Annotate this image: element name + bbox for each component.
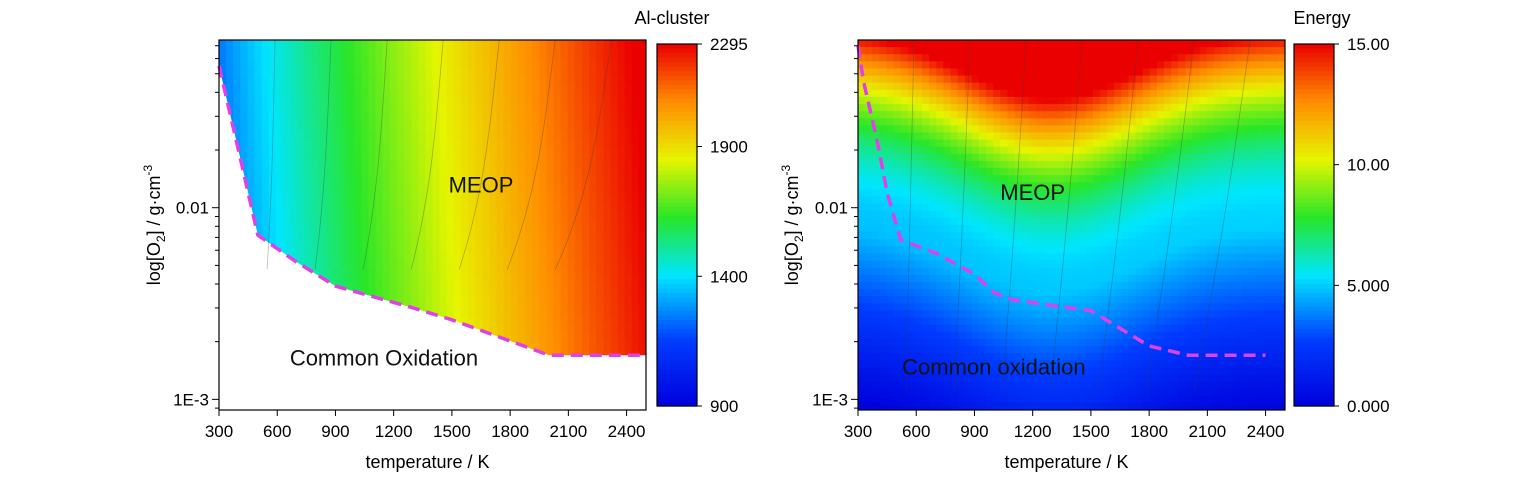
colorbar-title: Al-cluster: [634, 8, 709, 28]
x-tick-label: 1800: [491, 422, 529, 441]
colorbar-tick-label: 900: [710, 397, 738, 416]
colorbar-tick-label: 0.000: [1347, 397, 1390, 416]
chart-panel-2: 300 600 900 1200 1500 1800 2100 2400 0.01 1E-3 tem…: [779, 8, 1390, 472]
region-label-meop: MEOP: [1000, 180, 1065, 205]
colorbar-tick-label: 2295: [710, 35, 748, 54]
x-tick-label: 2100: [549, 422, 587, 441]
plot-frame: [857, 39, 1286, 411]
x-tick-label: 300: [844, 422, 872, 441]
y-tick-label: 0.01: [815, 199, 848, 218]
contour-lines: [905, 40, 1251, 392]
x-tick-label: 1800: [1130, 422, 1168, 441]
x-tick-label: 900: [960, 422, 988, 441]
colorbar-tick-label: 5.000: [1347, 276, 1390, 295]
x-tick-label: 2400: [608, 422, 646, 441]
y-axis-label: log[O2] / g·cm-3: [141, 164, 168, 285]
y-tick-label: 1E-3: [812, 390, 848, 409]
x-tick-label: 2100: [1188, 422, 1226, 441]
colorbar-tick-label: 10.00: [1347, 156, 1390, 175]
heatmap-field: [858, 40, 1285, 410]
y-tick-label: 1E-3: [173, 390, 209, 409]
x-tick-label: 2400: [1247, 422, 1285, 441]
x-axis-label: temperature / K: [1004, 452, 1128, 472]
x-tick-label: 1500: [1072, 422, 1110, 441]
chart-panel-1: 300 600 900 1200 1500 1800 2100 2400 0.01 1E-3 tem…: [141, 8, 748, 472]
y-axis-label: log[O2] / g·cm-3: [779, 164, 806, 285]
colorbar-tick-label: 1400: [710, 267, 748, 286]
x-tick-label: 600: [263, 422, 291, 441]
x-tick-label: 900: [321, 422, 349, 441]
no-data-area: [219, 40, 646, 410]
region-label-common-oxidation: Common oxidation: [902, 354, 1085, 379]
colorbar-title: Energy: [1293, 8, 1350, 28]
region-label-common-oxidation: Common Oxidation: [290, 346, 478, 371]
x-tick-label: 300: [205, 422, 233, 441]
region-label-meop: MEOP: [449, 173, 514, 198]
plot-frame: [218, 39, 647, 411]
colorbar: Energy 15.00 10.00 5.000 0.000: [1293, 8, 1390, 416]
x-tick-label: 1500: [433, 422, 471, 441]
contour-lines: [266, 40, 612, 270]
y-tick-label: 0.01: [176, 199, 209, 218]
meop-boundary-line: [856, 45, 1266, 357]
x-tick-label: 1200: [375, 422, 413, 441]
meop-boundary-line: [217, 65, 646, 357]
colorbar-tick-label: 1900: [710, 138, 748, 157]
x-axis-label: temperature / K: [365, 452, 489, 472]
x-tick-label: 1200: [1014, 422, 1052, 441]
x-tick-label: 600: [902, 422, 930, 441]
colorbar-tick-label: 15.00: [1347, 35, 1390, 54]
